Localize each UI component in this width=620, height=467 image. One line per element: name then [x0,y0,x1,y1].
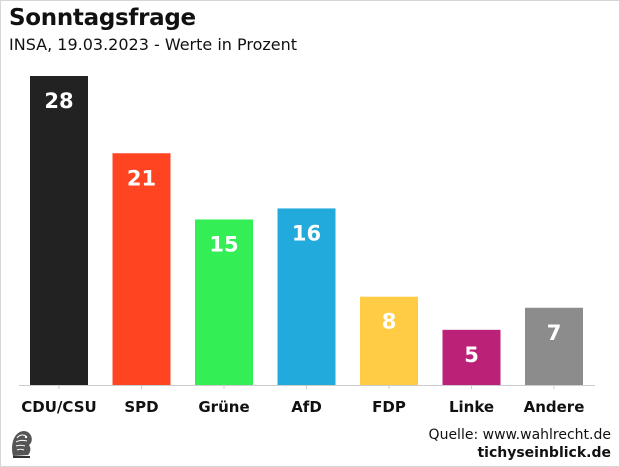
chart-title: Sonntagsfrage [9,5,196,31]
category-label-cdu-csu: CDU/CSU [21,398,96,416]
category-label-andere: Andere [524,398,585,416]
value-label-cdu-csu: 28 [44,89,73,113]
value-label-spd: 21 [127,166,156,190]
value-label-afd: 16 [292,221,321,245]
category-label-linke: Linke [449,398,494,416]
bar-linke [442,329,501,385]
bar-fdp [360,296,418,385]
bar-gr-ne [195,219,253,385]
value-label-linke: 5 [464,343,479,367]
brand-text: tichyseinblick.de [477,445,611,461]
category-label-afd: AfD [291,398,322,416]
category-label-fdp: FDP [372,398,406,416]
category-label-spd: SPD [124,398,158,416]
bar-cdu-csu [30,76,88,385]
bar-andere [525,307,583,385]
value-label-fdp: 8 [382,310,397,334]
value-label-gr-ne: 15 [209,232,238,256]
value-label-andere: 7 [547,321,562,345]
bar-afd [277,208,336,385]
eagle-head-logo-icon [12,431,32,458]
bar-spd [112,153,171,385]
source-text: Quelle: www.wahlrecht.de [428,427,611,443]
category-label-gr-ne: Grüne [198,398,249,416]
chart-subtitle: INSA, 19.03.2023 - Werte in Prozent [9,35,298,54]
